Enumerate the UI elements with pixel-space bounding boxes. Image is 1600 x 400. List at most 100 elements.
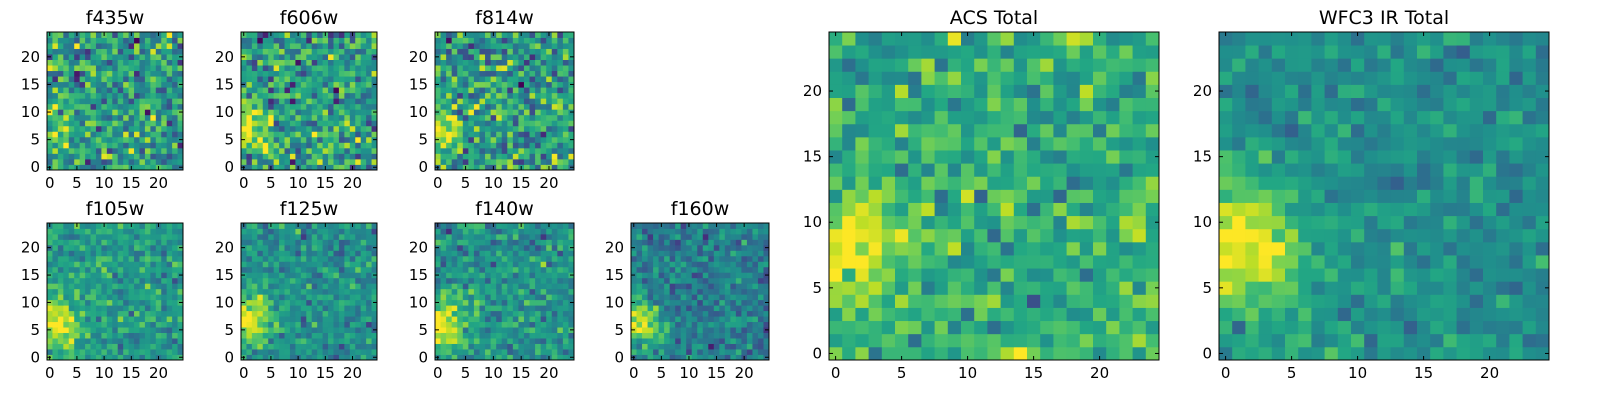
heatmap-cell	[349, 338, 356, 344]
heatmap-cell	[708, 354, 715, 361]
heatmap-cell	[752, 332, 759, 339]
heatmap-cell	[462, 288, 469, 295]
heatmap-cell	[669, 338, 676, 344]
heatmap-cell	[518, 70, 525, 77]
heatmap-cell	[355, 109, 362, 116]
heatmap-cell	[134, 343, 140, 350]
heatmap-cell	[74, 332, 81, 339]
heatmap-cell	[546, 343, 553, 350]
heatmap-cell	[57, 266, 64, 273]
heatmap-cell	[52, 158, 59, 165]
heatmap-cell	[311, 233, 318, 240]
heatmap-cell	[300, 277, 307, 284]
heatmap-cell	[106, 32, 113, 38]
heatmap-cell	[128, 283, 135, 290]
heatmap-cell	[161, 158, 168, 165]
heatmap-cell	[161, 332, 168, 339]
heatmap-cell	[636, 233, 643, 240]
heatmap-cell	[741, 288, 748, 295]
heatmap-cell	[322, 283, 329, 290]
heatmap-cell	[680, 266, 687, 273]
heatmap-cell	[47, 316, 53, 323]
heatmap-cell	[273, 316, 280, 323]
heatmap-cell	[496, 321, 503, 328]
heatmap-cell	[300, 228, 307, 235]
heatmap-cell	[355, 294, 362, 301]
heatmap-cell	[144, 294, 151, 301]
heatmap-cell	[338, 338, 345, 344]
heatmap-cell	[507, 277, 514, 284]
heatmap-cell	[557, 59, 564, 66]
heatmap-cell	[735, 272, 742, 279]
heatmap-cell	[669, 239, 676, 246]
heatmap-cell	[123, 266, 129, 273]
heatmap-cell	[435, 65, 441, 72]
heatmap-cell	[1093, 228, 1107, 243]
x-tick-label: 10	[95, 174, 114, 192]
heatmap-cell	[306, 125, 313, 132]
heatmap-cell	[338, 343, 345, 350]
heatmap-cell	[150, 343, 157, 350]
heatmap-cell	[79, 288, 86, 295]
heatmap-cell	[112, 125, 119, 132]
y-tick-label: 20	[215, 239, 234, 257]
heatmap-cell	[675, 321, 682, 328]
heatmap-cell	[371, 131, 378, 138]
heatmap-cell	[85, 299, 91, 306]
heatmap-cell	[653, 327, 659, 333]
heatmap-cell	[241, 92, 247, 99]
heatmap-cell	[507, 239, 514, 246]
heatmap-cell	[128, 261, 135, 268]
heatmap-cell	[251, 98, 258, 105]
heatmap-cell	[123, 76, 129, 83]
heatmap-cell	[1119, 281, 1133, 295]
heatmap-cell	[112, 305, 119, 312]
heatmap-cell	[557, 321, 564, 328]
heatmap-cell	[642, 239, 648, 246]
heatmap-cell	[90, 120, 97, 127]
heatmap-cell	[106, 277, 113, 284]
heatmap-cell	[295, 43, 302, 49]
heatmap-cell	[446, 76, 453, 83]
heatmap-cell	[328, 87, 334, 94]
heatmap-cell	[568, 92, 575, 99]
heatmap-cell	[518, 120, 525, 127]
heatmap-cell	[675, 299, 682, 306]
heatmap-cell	[697, 266, 704, 273]
heatmap-cell	[134, 233, 140, 240]
heatmap-cell	[512, 142, 519, 149]
heatmap-cell	[675, 316, 682, 323]
heatmap-cell	[306, 332, 313, 339]
heatmap-cell	[457, 81, 464, 88]
heatmap-cell	[166, 327, 173, 333]
y-tick-label: 5	[418, 131, 428, 149]
heatmap-cell	[562, 120, 569, 127]
heatmap-cell	[675, 272, 682, 279]
heatmap-cell	[344, 305, 351, 312]
heatmap-cell	[63, 305, 70, 312]
heatmap-cell	[719, 338, 726, 344]
heatmap-cell	[338, 223, 345, 229]
heatmap-cell	[568, 321, 575, 328]
heatmap-cell	[1066, 268, 1081, 282]
heatmap-cell	[166, 338, 173, 344]
heatmap-cell	[63, 343, 70, 350]
heatmap-cell	[300, 76, 307, 83]
heatmap-cell	[1000, 294, 1015, 308]
heatmap-cell	[344, 98, 351, 105]
heatmap-cell	[1053, 281, 1067, 295]
heatmap-cell	[490, 43, 497, 49]
heatmap-cell	[90, 76, 97, 83]
heatmap-cell	[642, 261, 648, 268]
heatmap-cell	[713, 299, 720, 306]
heatmap-cell	[322, 87, 329, 94]
heatmap-cell	[241, 142, 247, 149]
heatmap-cell	[172, 305, 178, 312]
heatmap-cell	[934, 241, 949, 256]
heatmap-cell	[241, 343, 247, 350]
heatmap-cell	[47, 277, 53, 284]
heatmap-cell	[251, 147, 258, 154]
heatmap-cell	[161, 76, 168, 83]
heatmap-cell	[842, 228, 856, 243]
